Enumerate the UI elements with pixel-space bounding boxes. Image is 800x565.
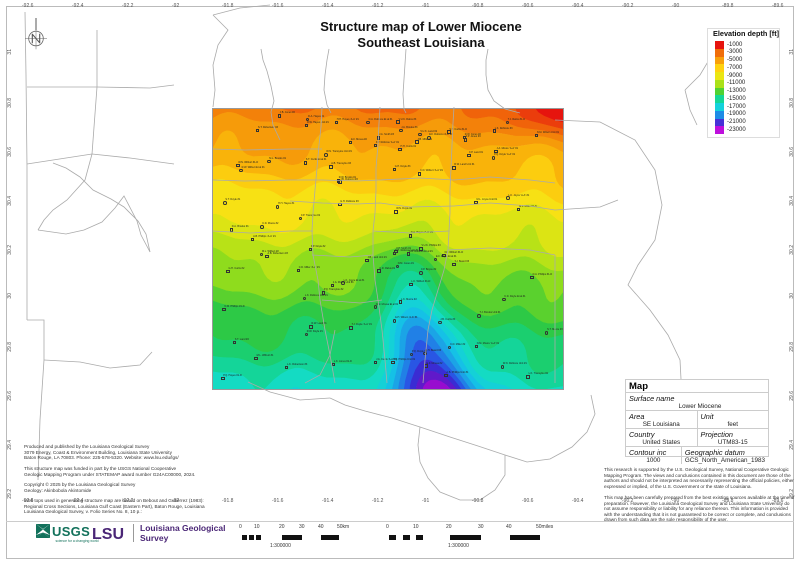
svg-text:LSU: LSU xyxy=(92,526,124,541)
